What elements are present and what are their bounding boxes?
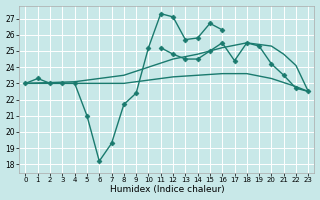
X-axis label: Humidex (Indice chaleur): Humidex (Indice chaleur)	[109, 185, 224, 194]
